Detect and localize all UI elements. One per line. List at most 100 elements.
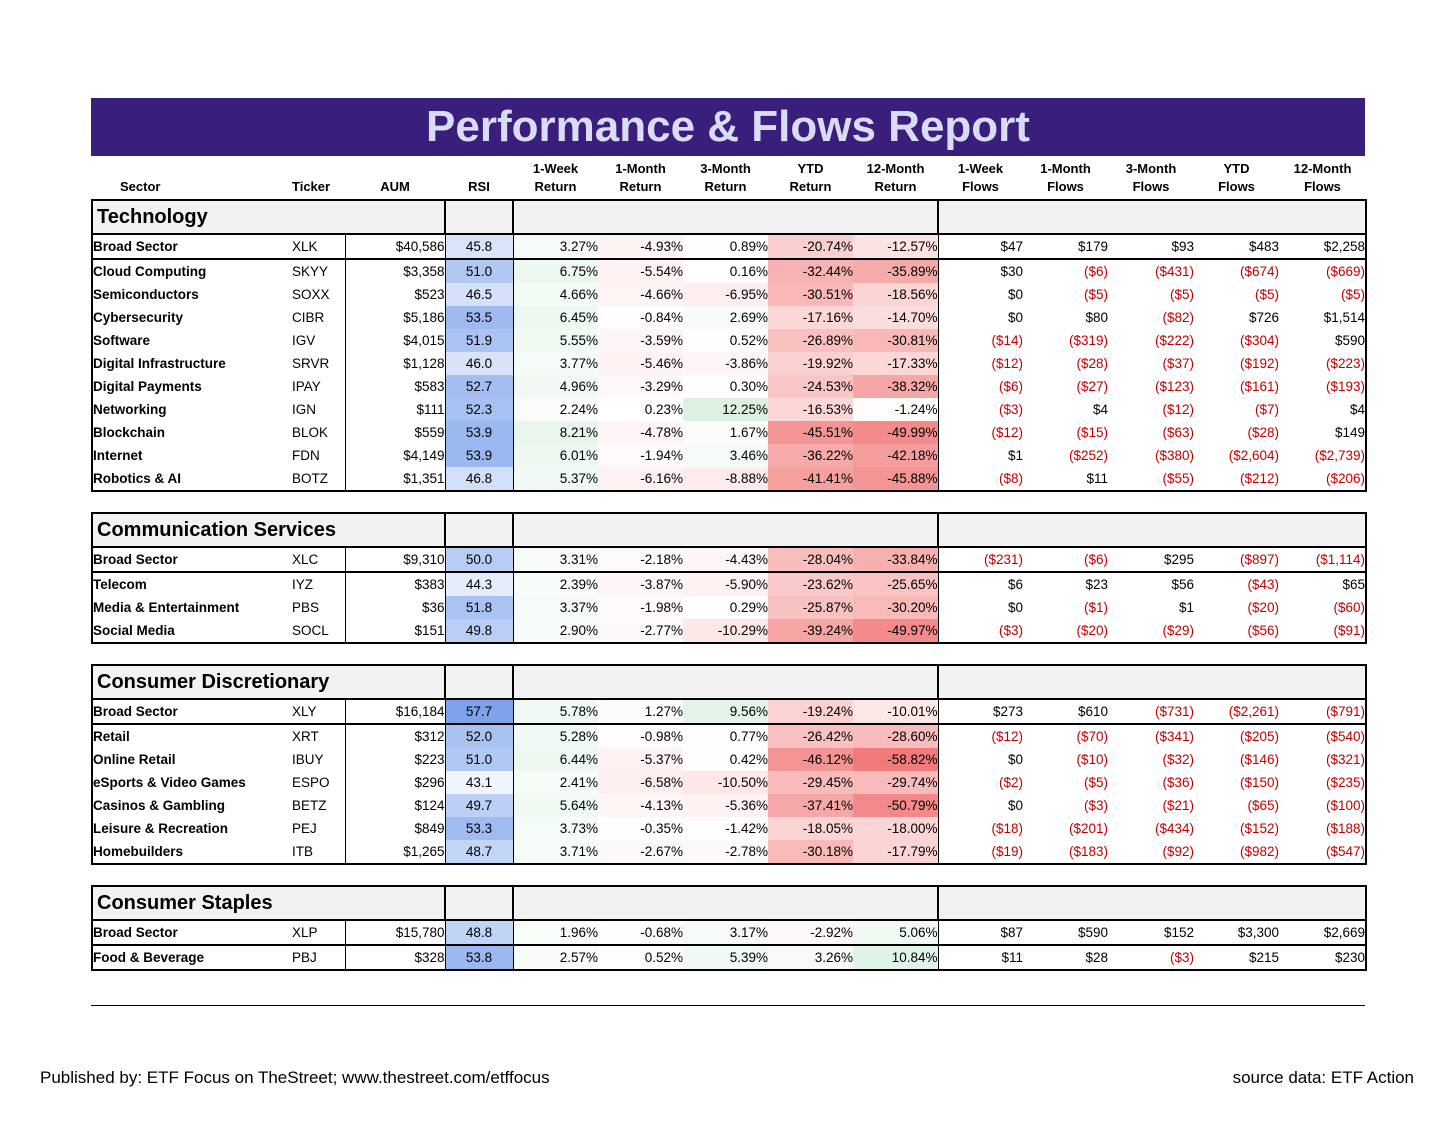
flow-f1w: $0 — [1007, 310, 1023, 325]
return-r12m: -30.81% — [853, 329, 939, 352]
rsi-value: 46.8 — [445, 467, 514, 492]
rsi-value: 50.0 — [445, 547, 514, 573]
ticker: CIBR — [292, 310, 325, 325]
return-r12m: -14.70% — [853, 306, 939, 329]
return-rytd: -37.41% — [768, 794, 853, 817]
table-row: Homebuilders ITB $1,265 48.7 3.71% -2.67% -2.7… — [91, 840, 1367, 865]
ticker: XLY — [292, 699, 345, 725]
return-r1w: 5.28% — [513, 724, 598, 748]
flow-f1m: ($27) — [1076, 379, 1108, 394]
flow-f1m: ($6) — [1023, 547, 1108, 573]
return-rytd: -24.53% — [768, 375, 853, 398]
return-r12m: -45.88% — [853, 467, 939, 492]
return-r1w: 5.64% — [513, 794, 598, 817]
return-r1w: 6.01% — [513, 444, 598, 467]
return-r1m: -4.13% — [598, 794, 683, 817]
return-r1w: 3.31% — [513, 547, 598, 573]
flow-f1w: $0 — [1007, 798, 1023, 813]
flow-f1m: $80 — [1085, 310, 1108, 325]
section-band-flows — [937, 664, 1367, 700]
return-r12m: -50.79% — [853, 794, 939, 817]
return-r3m: 3.17% — [683, 920, 768, 946]
ticker: SKYY — [292, 264, 329, 279]
table-row: Internet FDN $4,149 53.9 6.01% -1.94% 3.46% -36… — [91, 444, 1367, 467]
flow-f12m: $1,514 — [1279, 306, 1367, 329]
rsi-value: 46.5 — [445, 283, 514, 306]
return-rytd: -16.53% — [768, 398, 853, 421]
return-r1w: 5.78% — [513, 699, 598, 725]
section-spacer — [92, 643, 1366, 665]
flow-f12m: ($540) — [1279, 724, 1367, 748]
flow-fytd: ($161) — [1239, 379, 1279, 394]
flow-f3m: ($222) — [1154, 333, 1194, 348]
section-band-rsi — [444, 199, 513, 235]
header-ticker: Ticker — [292, 179, 331, 194]
table-row: Retail XRT $312 52.0 5.28% -0.98% 0.77% -26.42%… — [91, 724, 1367, 748]
flow-fytd: ($212) — [1194, 467, 1279, 492]
aum-value: $559 — [344, 421, 446, 444]
return-r1w: 5.37% — [513, 467, 598, 492]
return-rytd: -29.45% — [768, 771, 853, 794]
table-body: Sector Ticker AUM RSI 1-Week Return 1-Month Ret… — [91, 156, 1367, 971]
header-row: Sector Ticker AUM RSI 1-Week Return 1-Month Ret… — [92, 156, 1366, 200]
return-r1w: 8.21% — [513, 421, 598, 444]
table-row: Food & Beverage PBJ $328 53.8 2.57% 0.52% 5.39… — [91, 945, 1367, 971]
aum-value: $1,265 — [344, 840, 446, 865]
flow-f3m: $152 — [1108, 920, 1194, 946]
return-r1m: -5.46% — [598, 352, 683, 375]
return-r12m: -18.56% — [853, 283, 939, 306]
header-f3m-line1: 3-Month — [1125, 161, 1177, 176]
sector-name: Cybersecurity — [91, 306, 292, 329]
return-r12m: -42.18% — [853, 444, 939, 467]
section-header-row: Communication Services — [91, 512, 1367, 548]
rsi-value: 52.7 — [445, 375, 514, 398]
section-header-row: Technology — [91, 199, 1367, 235]
sector-name: Software — [91, 329, 292, 352]
sector-name: Casinos & Gambling — [91, 794, 292, 817]
header-rytd: YTD Return — [768, 156, 853, 200]
return-r3m: 0.89% — [683, 234, 768, 260]
flow-f3m: $93 — [1108, 234, 1194, 260]
flow-f3m: ($123) — [1154, 379, 1194, 394]
sector-name: Broad Sector — [91, 234, 292, 260]
return-r1w: 5.55% — [513, 329, 598, 352]
sector-name: Digital Payments — [91, 375, 292, 398]
flow-f1m: $23 — [1085, 577, 1108, 592]
return-r1w: 6.44% — [513, 748, 598, 771]
table-row: Broad Sector XLK $40,586 45.8 3.27% -4.93% 0.8… — [91, 234, 1367, 260]
flow-f3m: ($21) — [1162, 798, 1194, 813]
header-sector: Sector — [120, 179, 161, 194]
table-row: eSports & Video Games ESPO $296 43.1 2.41% -6… — [91, 771, 1367, 794]
section-band-flows — [937, 512, 1367, 548]
flow-fytd: $726 — [1248, 310, 1279, 325]
return-rytd: -28.04% — [768, 547, 853, 573]
flow-f1m: $28 — [1023, 945, 1108, 971]
header-f1w-line2: Flows — [962, 179, 999, 194]
return-r3m: 9.56% — [683, 699, 768, 725]
flow-f12m: ($235) — [1279, 771, 1367, 794]
flow-fytd: ($20) — [1247, 600, 1279, 615]
section-band-returns — [512, 885, 938, 921]
return-r1w: 1.96% — [513, 920, 598, 946]
flow-f1m: $610 — [1023, 699, 1108, 725]
flow-f1m: ($5) — [1083, 287, 1108, 302]
sector-name: Robotics & AI — [91, 467, 292, 492]
flow-f1w: ($12) — [991, 425, 1023, 440]
return-r12m: -25.65% — [853, 572, 939, 596]
flow-f12m: $65 — [1279, 572, 1367, 596]
aum-value: $111 — [344, 398, 446, 421]
rsi-value: 46.0 — [445, 352, 514, 375]
sector-name: Telecom — [91, 572, 292, 596]
flow-f1w: ($19) — [938, 840, 1023, 865]
table-row: Robotics & AI BOTZ $1,351 46.8 5.37% -6.16% -8… — [91, 467, 1367, 492]
flow-fytd: ($2,261) — [1194, 699, 1279, 725]
flow-f1m: ($15) — [1076, 425, 1108, 440]
aum-value: $312 — [344, 724, 446, 748]
flow-fytd: ($146) — [1239, 752, 1279, 767]
flow-f12m: ($1,114) — [1279, 547, 1367, 573]
return-r12m: -10.01% — [853, 699, 939, 725]
return-r1w: 2.39% — [513, 572, 598, 596]
report-title: Performance & Flows Report — [91, 98, 1365, 156]
flow-f1w: $0 — [1007, 600, 1023, 615]
return-r3m: -1.42% — [683, 817, 768, 840]
